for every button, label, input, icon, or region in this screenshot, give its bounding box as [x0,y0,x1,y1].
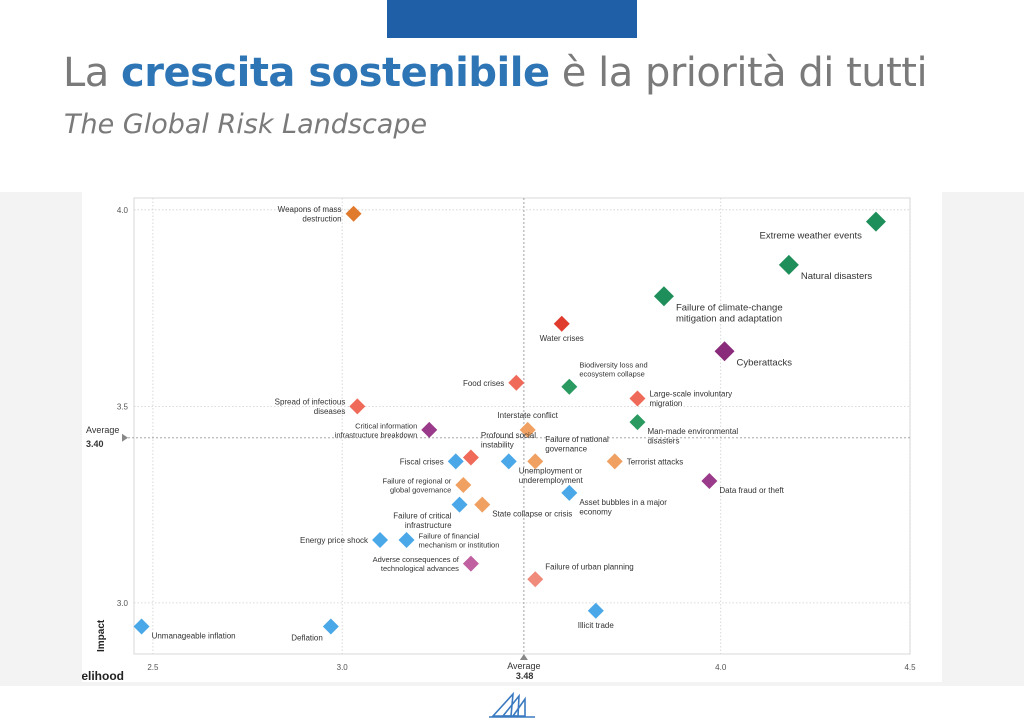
average-y-value: 3.40 [86,439,104,449]
x-tick-label: 4.0 [715,663,727,672]
risk-point-marker [133,618,150,635]
average-y-label: Average [86,425,119,435]
page-subtitle: The Global Risk Landscape [64,109,428,140]
risk-point-marker [398,532,415,548]
risk-point-label: Terrorist attacks [627,457,683,466]
title-part-2: è la priorità di tutti [561,50,928,96]
chart-panel [82,192,942,682]
risk-point-label: Extreme weather events [759,231,862,242]
risk-point-label: Fiscal crises [400,457,444,466]
page-title: La crescita sostenibile è la priorità di… [63,50,928,96]
risk-point-label: Adverse consequences of technological adv… [373,555,460,573]
risk-point-marker [606,453,623,470]
risk-point-marker [345,205,362,222]
risk-point-label: Unemployment or underemployment [519,466,584,485]
title-part-1: La [63,50,109,96]
risk-point-marker [561,378,578,395]
risk-point-label: Failure of national governance [545,435,609,454]
risk-point-label: Illicit trade [578,621,615,630]
risk-point-label: Weapons of mass destruction [278,205,342,224]
risk-point-label: Profound social instability [481,431,536,450]
risk-point-marker [322,618,339,635]
average-y-marker [122,433,128,442]
risk-point-marker [500,453,517,470]
risk-point-marker [527,571,544,588]
x-tick-label: 3.0 [337,663,349,672]
risk-point-marker [629,390,646,407]
y-tick-label: 3.0 [117,599,129,608]
average-x-marker [519,654,528,660]
risk-point-label: Failure of regional or global governance [383,476,452,494]
risk-point-label: Spread of infectious diseases [275,398,346,417]
risk-point-label: Failure of critical infrastructure [393,512,452,531]
risk-point-marker [455,476,472,493]
risk-point-marker [451,496,468,513]
risk-point-marker [553,315,570,332]
risk-point-label: Cyberattacks [737,357,793,368]
risk-point-label: Natural disasters [801,271,873,282]
risk-point-label: Water crises [540,334,584,343]
y-tick-label: 4.0 [117,206,129,215]
x-axis-title: Likelihood [82,669,124,682]
risk-point-label: Deflation [291,633,323,642]
risk-point-marker [629,414,646,431]
risk-point-marker [508,374,525,391]
risk-point-label: Large-scale involuntary migration [649,390,732,409]
risk-point-label: Food crises [463,379,504,388]
risk-point-marker [653,286,674,307]
risk-point-marker [865,211,886,232]
risk-point-label: Failure of urban planning [545,562,634,571]
risk-landscape-chart: 2.5 3.0 4.0 4.54.03.53.0Average3.48Average3… [82,197,916,682]
risk-point-marker [462,449,479,466]
risk-point-marker [372,532,389,548]
risk-point-marker [474,496,491,513]
risk-point-marker [778,254,799,275]
risk-point-label: Man-made environmental disasters [647,427,738,446]
sail-logo-icon [489,691,535,718]
x-tick-label: 4.5 [904,663,916,672]
risk-point-marker [701,473,718,490]
risk-point-marker [349,398,366,415]
x-tick-label: 2.5 [147,663,159,672]
y-axis-title: Impact [96,619,107,652]
risk-point-label: Critical information infrastructure break… [335,421,418,439]
risk-point-label: Asset bubbles in a major economy [579,498,667,517]
average-x-value: 3.48 [516,671,534,681]
risk-point-marker [587,602,604,619]
risk-point-marker [714,341,735,362]
title-highlight: crescita sostenibile [121,50,550,96]
average-x-label: Average [507,661,540,671]
risk-point-label: State collapse or crisis [492,510,572,519]
risk-point-label: Biodiversity loss and ecosystem collapse [579,361,647,379]
risk-point-marker [462,555,479,572]
y-tick-label: 3.5 [117,402,129,411]
risk-point-label: Failure of financial mechanism or institu… [419,532,500,550]
top-accent-bar [387,0,637,38]
risk-point-marker [519,421,536,438]
risk-point-label: Interstate conflict [497,411,558,420]
risk-point-marker [447,453,464,470]
risk-point-marker [561,484,578,501]
risk-point-label: Energy price shock [300,536,369,545]
risk-point-label: Failure of climate-change mitigation and … [676,302,783,324]
risk-point-marker [421,421,438,438]
risk-point-label: Data fraud or theft [719,486,784,495]
risk-point-label: Unmanageable inflation [152,631,236,640]
risk-point-marker [527,453,544,470]
